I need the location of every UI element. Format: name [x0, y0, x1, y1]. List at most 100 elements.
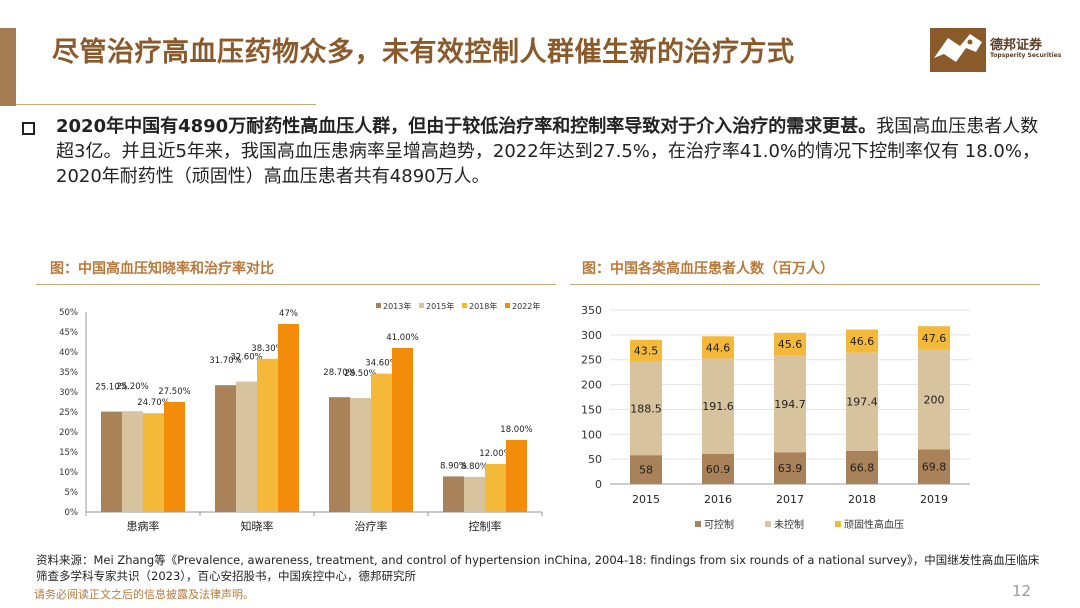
bar-2015年-控制率	[464, 476, 485, 512]
data-label: 28.50%	[344, 369, 376, 379]
y-tick-label: 50%	[59, 308, 78, 318]
legend-label-2013年: 2013年	[383, 301, 411, 311]
summary-paragraph: 2020年中国有4890万耐药性高血压人群，但由于较低治疗率和控制率导致对于介入…	[56, 114, 1056, 189]
legend-swatch-2022年	[505, 303, 510, 308]
y-tick-label: 0	[595, 478, 602, 491]
legend-label-2015年: 2015年	[426, 301, 454, 311]
data-label: 69.8	[922, 461, 947, 474]
bar-可控制-2016	[702, 453, 734, 484]
data-label: 8.80%	[461, 462, 488, 472]
legend-swatch-2015年	[419, 303, 424, 308]
x-tick-label: 2018	[848, 493, 876, 506]
data-label: 12.00%	[479, 449, 511, 459]
data-label: 66.8	[850, 461, 875, 474]
y-tick-label: 25%	[59, 408, 78, 418]
bar-2013年-知晓率	[215, 385, 236, 512]
awareness-treatment-chart: 0% 5% 10% 15% 20% 25% 30% 35% 40% 45% 50% 25.10%25.…	[59, 301, 543, 533]
y-tick-label: 150	[581, 403, 602, 416]
footer-disclaimer: 请务必阅读正文之后的信息披露及法律声明。	[34, 588, 254, 601]
bar-2018年-患病率	[143, 413, 164, 512]
title-accent-bar	[0, 28, 16, 106]
source-note: 资料来源：Mei Zhang等《Prevalence, awareness, t…	[36, 553, 1040, 583]
left-figure-divider	[36, 284, 556, 285]
bar-可控制-2015	[630, 455, 662, 484]
bar-未控制-2017	[774, 355, 806, 453]
patient-count-chart: 0 50 100 150 200 250 300 350 58 188.5 43.5 2015 60.9…	[581, 304, 970, 531]
legend-label-未控制: 未控制	[774, 518, 804, 531]
summary-bold: 2020年中国有4890万耐药性高血压人群，但由于较低治疗率和控制率导致对于介入…	[56, 116, 877, 137]
bar-可控制-2018	[846, 450, 878, 484]
logo-name-cn: 德邦证券	[990, 38, 1043, 53]
data-label: 188.5	[630, 402, 662, 415]
legend-label-2022年: 2022年	[512, 301, 540, 311]
data-label: 28.70%	[323, 368, 355, 378]
title-underline	[16, 104, 316, 105]
bar-2013年-患病率	[101, 411, 122, 512]
y-tick-label: 40%	[59, 348, 78, 358]
bar-未控制-2015	[630, 361, 662, 456]
logo-name-en: Topsperity Securities	[990, 52, 1062, 59]
y-tick-label: 350	[581, 304, 602, 317]
x-tick-label: 2015	[632, 493, 660, 506]
legend-swatch-2018年	[462, 303, 467, 308]
data-label: 38.30%	[251, 344, 283, 354]
page-title: 尽管治疗高血压药物众多，未有效控制人群催生新的治疗方式	[52, 37, 795, 68]
data-label: 24.70%	[137, 398, 169, 408]
y-tick-label: 250	[581, 354, 602, 367]
y-tick-label: 300	[581, 329, 602, 342]
bar-2022年-控制率	[506, 440, 527, 512]
bar-2022年-患病率	[164, 402, 185, 512]
bar-可控制-2019	[918, 449, 950, 484]
bar-2018年-控制率	[485, 464, 506, 512]
y-tick-label: 45%	[59, 328, 78, 338]
x-tick-label: 控制率	[469, 519, 502, 533]
y-tick-label: 0%	[65, 508, 79, 518]
y-tick-label: 50	[588, 453, 602, 466]
bar-未控制-2019	[918, 349, 950, 450]
x-tick-label: 2019	[920, 493, 948, 506]
x-tick-label: 2017	[776, 493, 804, 506]
bar-2015年-知晓率	[236, 381, 257, 512]
y-tick-label: 15%	[59, 448, 78, 458]
bar-未控制-2018	[846, 352, 878, 451]
data-label: 47.6	[922, 332, 947, 345]
y-tick-label: 20%	[59, 428, 78, 438]
logo-emblem-icon	[930, 28, 986, 72]
bar-顽固性高血压-2017	[774, 332, 806, 356]
legend-label-2018年: 2018年	[469, 301, 497, 311]
data-label: 63.9	[778, 462, 803, 475]
data-label: 34.60%	[365, 359, 397, 369]
data-label: 18.00%	[500, 425, 532, 435]
y-tick-label: 5%	[65, 488, 79, 498]
data-label: 197.4	[846, 396, 878, 409]
legend-swatch-2013年	[376, 303, 381, 308]
data-label: 46.6	[850, 335, 875, 348]
bar-2022年-知晓率	[278, 324, 299, 512]
data-label: 47%	[279, 309, 298, 319]
page-number: 12	[1012, 582, 1032, 600]
bar-顽固性高血压-2016	[702, 336, 734, 359]
bar-可控制-2017	[774, 452, 806, 484]
x-tick-label: 治疗率	[355, 519, 388, 533]
data-label: 31.70%	[209, 356, 241, 366]
right-figure-title: 图：中国各类高血压患者人数（百万人）	[582, 261, 834, 277]
bar-2013年-治疗率	[329, 397, 350, 512]
summary-rest: 我国高血压患者人数超3亿。并且近5年来，我国高血压患病率呈增高趋势，2022年达…	[56, 116, 1040, 187]
x-tick-label: 2016	[704, 493, 732, 506]
data-label: 43.5	[634, 345, 659, 358]
company-logo: 德邦证券 Topsperity Securities	[930, 28, 1062, 72]
legend-label-可控制: 可控制	[704, 518, 734, 531]
data-label: 41.00%	[386, 333, 418, 343]
data-label: 44.6	[706, 341, 731, 354]
bar-2018年-知晓率	[257, 358, 278, 512]
x-tick-label: 知晓率	[241, 519, 274, 533]
y-tick-label: 200	[581, 379, 602, 392]
bar-2013年-控制率	[443, 476, 464, 512]
data-label: 60.9	[706, 463, 731, 476]
bar-2018年-治疗率	[371, 373, 392, 512]
y-tick-label: 35%	[59, 368, 78, 378]
bar-未控制-2016	[702, 358, 734, 454]
bullet-square-icon	[22, 122, 35, 135]
bar-2015年-患病率	[122, 411, 143, 512]
data-label: 194.7	[774, 398, 806, 411]
